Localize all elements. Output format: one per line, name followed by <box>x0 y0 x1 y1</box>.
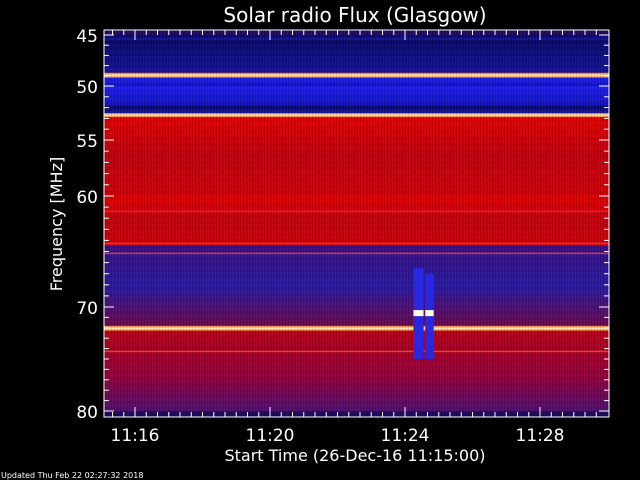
burst-peak-1 <box>425 310 434 317</box>
y-tick-label: 45 <box>76 27 98 47</box>
y-tick-label: 80 <box>76 403 98 423</box>
spectrogram-texture <box>104 30 609 417</box>
x-tick-label: 11:28 <box>516 426 565 446</box>
y-tick-label: 50 <box>76 78 98 98</box>
y-tick-label: 60 <box>76 188 98 208</box>
updated-timestamp: Updated Thu Feb 22 02:27:32 2018 <box>1 471 143 480</box>
x-tick-label: 11:24 <box>381 426 430 446</box>
emission-line-3 <box>104 350 609 353</box>
plot-frame <box>103 29 610 418</box>
x-axis-label: Start Time (26-Dec-16 11:15:00) <box>224 446 485 465</box>
emission-line-2 <box>104 252 609 255</box>
y-tick-label: 70 <box>76 299 98 319</box>
burst-peak-0 <box>413 310 424 317</box>
emission-line-0 <box>104 210 609 212</box>
y-tick-label: 55 <box>76 132 98 152</box>
y-axis-label: Frequency [MHz] <box>47 157 66 291</box>
emission-line-1 <box>104 242 609 245</box>
chart-title: Solar radio Flux (Glasgow) <box>223 3 486 27</box>
x-tick-label: 11:20 <box>246 426 295 446</box>
axes: 45 50 55 60 70 80 11:16 11:20 11:24 11:28 <box>76 27 610 446</box>
burst-1 <box>425 273 434 359</box>
spectrogram-plot <box>104 30 609 417</box>
x-tick-label: 11:16 <box>111 426 160 446</box>
